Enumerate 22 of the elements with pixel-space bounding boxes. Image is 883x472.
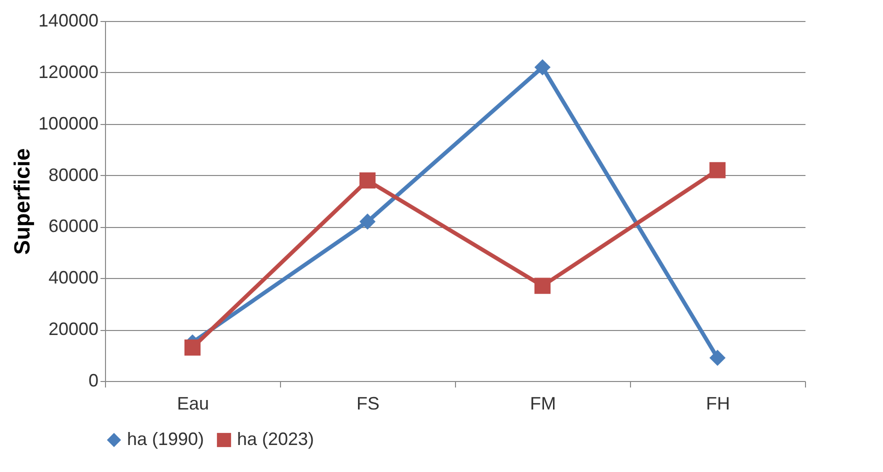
legend-label: ha (1990) (127, 429, 204, 449)
point (709, 162, 726, 178)
point (534, 59, 551, 76)
y-tick-label: 80000 (48, 164, 98, 185)
point (359, 214, 376, 230)
point (359, 172, 376, 188)
x-tick-label: Eau (176, 394, 210, 414)
x-tick-label: FS (356, 394, 380, 414)
point (534, 278, 551, 294)
y-tick-label: 0 (88, 370, 98, 390)
y-tick-label: 60000 (48, 216, 98, 236)
y-tick-label: 40000 (48, 268, 98, 288)
legend-label: ha (2023) (237, 429, 314, 449)
y-tick-label: 20000 (48, 319, 98, 340)
y-tick-label: 100000 (38, 113, 98, 134)
y-tick-label: 140000 (38, 10, 98, 30)
point (709, 350, 726, 366)
x-tick-label: FH (706, 394, 730, 414)
y-axis-title: Superficie (9, 148, 34, 255)
y-tick-label: 120000 (38, 62, 98, 82)
point (184, 340, 201, 356)
x-tick-label: FM (530, 394, 556, 414)
